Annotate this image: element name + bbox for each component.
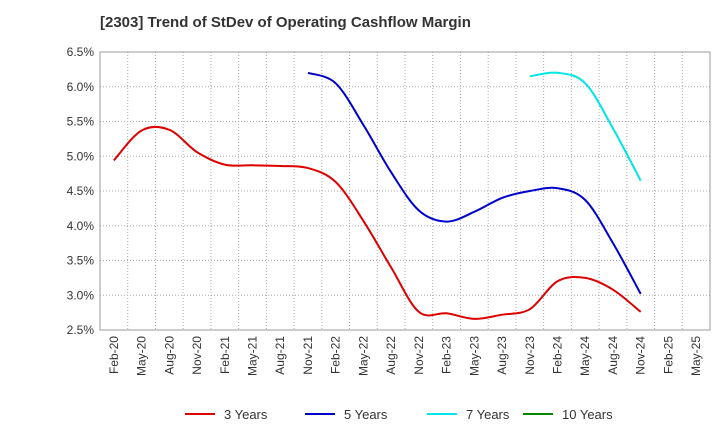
series-line-5-years <box>307 71 642 295</box>
x-axis: Feb-20 May-20 Aug-20 Nov-20 Feb-21 May-21 Aug-… <box>107 336 703 376</box>
legend: 3 Years 5 Years 7 Years 10 Years <box>185 407 613 422</box>
x-tick-label: Feb-24 <box>551 336 565 374</box>
x-tick-label: Feb-21 <box>218 336 232 374</box>
x-tick-label: Feb-25 <box>661 336 675 374</box>
y-tick-label: 4.0% <box>67 219 95 233</box>
x-tick-label: Nov-21 <box>301 336 315 375</box>
x-tick-label: Nov-20 <box>190 336 204 375</box>
legend-label-3-years: 3 Years <box>224 407 268 422</box>
x-tick-label: Aug-22 <box>384 336 398 375</box>
y-tick-label: 6.5% <box>67 45 95 59</box>
x-tick-label: May-23 <box>467 336 481 376</box>
y-tick-label: 5.5% <box>67 115 95 129</box>
x-tick-label: Aug-21 <box>273 336 287 375</box>
x-tick-label: Feb-22 <box>329 336 343 374</box>
x-tick-label: Aug-24 <box>606 336 620 375</box>
x-tick-label: Nov-24 <box>634 336 648 375</box>
chart-title: [2303] Trend of StDev of Operating Cashf… <box>100 14 471 31</box>
y-tick-label: 3.0% <box>67 288 95 302</box>
y-tick-label: 3.5% <box>67 254 95 268</box>
x-tick-label: Nov-23 <box>523 336 537 375</box>
x-tick-label: Nov-22 <box>412 336 426 375</box>
x-tick-label: Aug-20 <box>162 336 176 375</box>
y-axis: 2.5% 3.0% 3.5% 4.0% 4.5% 5.0% 5.5% 6.0% 6.5% <box>67 45 95 337</box>
x-tick-label: Feb-20 <box>107 336 121 374</box>
legend-label-5-years: 5 Years <box>344 407 388 422</box>
y-tick-label: 6.0% <box>67 80 95 94</box>
series-line-7-years <box>529 71 642 182</box>
plot-area <box>99 51 711 331</box>
series-line-3-years <box>113 125 642 320</box>
series-lines <box>113 71 642 320</box>
x-tick-label: May-22 <box>356 336 370 376</box>
legend-label-10-years: 10 Years <box>562 407 613 422</box>
x-tick-label: May-24 <box>578 336 592 376</box>
x-tick-label: May-25 <box>689 336 703 376</box>
y-tick-label: 2.5% <box>67 323 95 337</box>
x-tick-label: Feb-23 <box>440 336 454 374</box>
x-tick-label: May-21 <box>246 336 260 376</box>
y-tick-label: 5.0% <box>67 149 95 163</box>
x-tick-label: Aug-23 <box>495 336 509 375</box>
grid <box>100 52 710 330</box>
legend-label-7-years: 7 Years <box>466 407 510 422</box>
y-tick-label: 4.5% <box>67 184 95 198</box>
x-tick-label: May-20 <box>135 336 149 376</box>
